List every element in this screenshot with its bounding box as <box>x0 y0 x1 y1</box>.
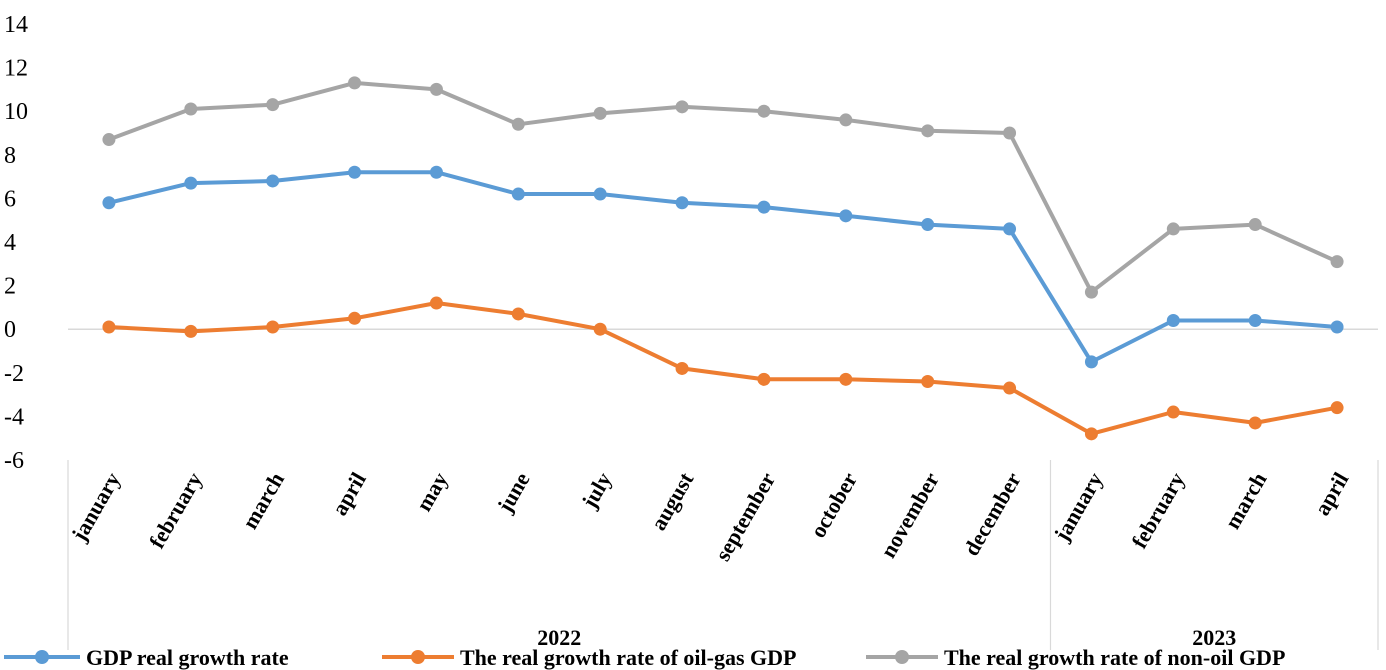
year-label: 2022 <box>537 625 581 650</box>
series-3 <box>102 76 1344 299</box>
series-1 <box>102 165 1344 369</box>
data-point <box>921 218 935 232</box>
data-point <box>1248 218 1262 232</box>
x-tick-label: december <box>958 468 1026 560</box>
data-point <box>593 322 607 336</box>
legend-marker <box>35 650 49 664</box>
legend-item-3: The real growth rate of non-oil GDP <box>866 645 1285 670</box>
data-point <box>593 187 607 201</box>
data-point <box>429 82 443 96</box>
y-tick-label: -2 <box>4 361 24 387</box>
data-point <box>184 102 198 116</box>
year-label: 2023 <box>1192 625 1236 650</box>
data-point <box>1084 427 1098 441</box>
data-point <box>1248 313 1262 327</box>
series-line <box>108 170 1338 364</box>
data-point <box>184 324 198 338</box>
data-point <box>1166 405 1180 419</box>
data-point <box>1084 355 1098 369</box>
series-line <box>108 301 1338 436</box>
y-tick-label: 8 <box>4 143 16 169</box>
x-tick-label: january <box>66 468 125 546</box>
x-tick-label: march <box>1220 468 1272 533</box>
data-point <box>1248 416 1262 430</box>
data-point <box>102 196 116 210</box>
data-point <box>429 296 443 310</box>
data-point <box>1330 255 1344 269</box>
legend-marker <box>895 650 909 664</box>
y-tick-label: 14 <box>4 12 28 38</box>
data-point <box>184 176 198 190</box>
data-point <box>511 187 525 201</box>
data-point <box>675 196 689 210</box>
data-point <box>102 133 116 147</box>
data-point <box>511 117 525 131</box>
data-point <box>266 98 280 112</box>
y-tick-label: -6 <box>4 448 24 474</box>
data-point <box>1166 222 1180 236</box>
data-point <box>511 307 525 321</box>
data-point <box>102 320 116 334</box>
data-point <box>1084 285 1098 299</box>
data-point <box>348 76 362 90</box>
data-point <box>1003 126 1017 140</box>
data-point <box>839 372 853 386</box>
data-point <box>266 320 280 334</box>
x-tick-label: june <box>492 468 535 518</box>
x-tick-label: october <box>805 468 862 542</box>
y-tick-label: 2 <box>4 274 16 300</box>
data-point <box>1330 320 1344 334</box>
data-point <box>348 311 362 325</box>
data-point <box>921 375 935 389</box>
data-point <box>757 104 771 118</box>
data-point <box>921 124 935 138</box>
legend-marker <box>411 650 425 664</box>
data-point <box>1330 401 1344 415</box>
series-2 <box>102 296 1344 441</box>
x-tick-label: september <box>710 468 781 565</box>
legend-label: The real growth rate of oil-gas GDP <box>460 645 796 670</box>
x-tick-label: august <box>646 467 699 534</box>
data-point <box>266 174 280 188</box>
data-point <box>429 165 443 179</box>
data-point <box>839 113 853 127</box>
legend-item-1: GDP real growth rate <box>4 645 289 670</box>
series-line <box>108 80 1338 295</box>
data-point <box>757 200 771 214</box>
x-tick-label: april <box>1309 468 1353 520</box>
legend: GDP real growth rate The real growth rate… <box>4 645 1285 670</box>
data-point <box>675 100 689 114</box>
y-tick-label: -4 <box>4 404 24 430</box>
legend-item-2: The real growth rate of oil-gas GDP <box>382 645 796 670</box>
data-point <box>1003 222 1017 236</box>
data-point <box>1166 313 1180 327</box>
legend-label: GDP real growth rate <box>86 645 289 670</box>
data-point <box>1003 381 1017 395</box>
x-tick-label: july <box>576 468 616 513</box>
data-point <box>757 372 771 386</box>
y-tick-label: 4 <box>4 230 16 256</box>
legend-label: The real growth rate of non-oil GDP <box>944 645 1285 670</box>
y-tick-label: 0 <box>4 317 16 343</box>
series-layer <box>102 76 1344 441</box>
x-tick-label: november <box>875 468 944 562</box>
y-tick-label: 10 <box>4 99 28 125</box>
x-tick-label: april <box>327 468 371 520</box>
data-point <box>839 209 853 223</box>
x-tick-label: february <box>1126 468 1189 552</box>
data-point <box>348 165 362 179</box>
data-point <box>675 361 689 375</box>
x-tick-label: may <box>411 468 453 515</box>
x-tick-label: january <box>1048 468 1107 546</box>
x-tick-label: february <box>144 468 207 552</box>
x-tick-label: march <box>237 468 289 533</box>
data-point <box>593 106 607 120</box>
y-tick-label: 6 <box>4 186 16 212</box>
y-tick-label: 12 <box>4 56 28 82</box>
